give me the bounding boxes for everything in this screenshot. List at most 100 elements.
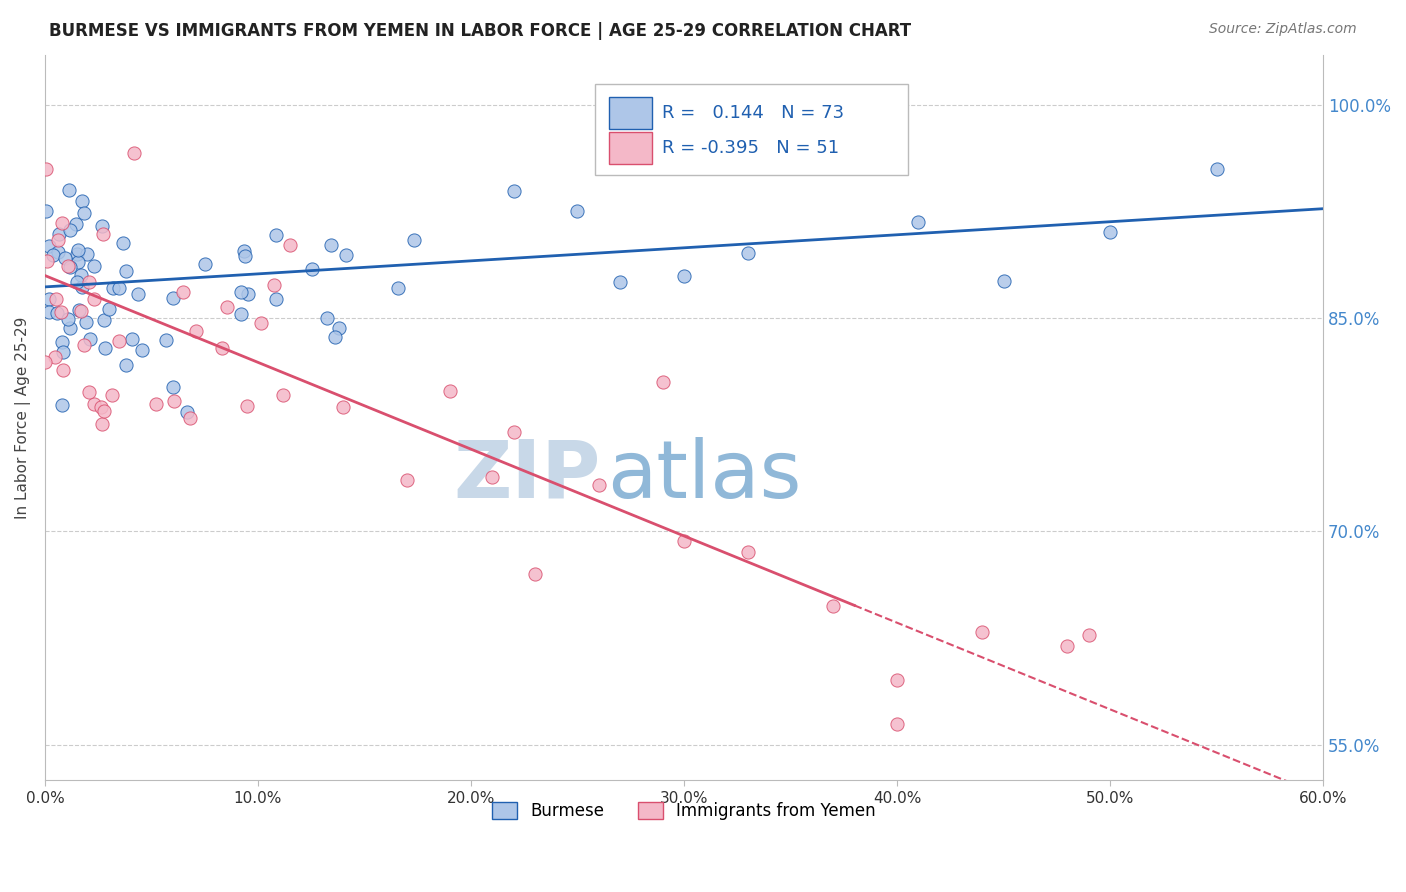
Point bbox=[321, 238, 343, 252]
Point bbox=[93, 313, 115, 327]
Point bbox=[231, 307, 253, 321]
Point bbox=[69, 268, 91, 282]
Text: Source: ZipAtlas.com: Source: ZipAtlas.com bbox=[1209, 22, 1357, 37]
Point bbox=[249, 316, 271, 330]
Point bbox=[176, 405, 198, 419]
Point bbox=[127, 287, 149, 301]
Point bbox=[316, 311, 339, 326]
Point bbox=[439, 384, 461, 398]
Point bbox=[77, 275, 100, 289]
Point bbox=[48, 233, 70, 247]
Point bbox=[163, 394, 186, 409]
Point bbox=[67, 255, 90, 269]
Point bbox=[114, 358, 136, 372]
Point bbox=[46, 306, 69, 320]
Text: R =   0.144   N = 73: R = 0.144 N = 73 bbox=[662, 104, 845, 122]
Point bbox=[53, 251, 76, 265]
Point bbox=[396, 473, 419, 487]
Point bbox=[145, 397, 167, 411]
Point bbox=[325, 330, 347, 344]
Point bbox=[502, 184, 524, 198]
Point bbox=[73, 337, 96, 351]
Point bbox=[1077, 627, 1099, 641]
Point bbox=[672, 268, 695, 283]
Point bbox=[79, 385, 101, 400]
Point bbox=[70, 303, 93, 318]
Point bbox=[41, 248, 63, 262]
Point bbox=[98, 302, 121, 317]
Point bbox=[93, 404, 115, 418]
Point bbox=[886, 673, 908, 687]
Point bbox=[523, 566, 546, 581]
Point bbox=[83, 260, 105, 274]
Point bbox=[271, 388, 294, 402]
Point bbox=[567, 204, 589, 219]
Point bbox=[56, 311, 79, 326]
Point bbox=[75, 315, 97, 329]
Point bbox=[972, 625, 994, 640]
Point bbox=[1099, 225, 1122, 239]
Point bbox=[38, 305, 60, 319]
Point bbox=[672, 534, 695, 549]
Point bbox=[35, 203, 58, 218]
Point bbox=[229, 285, 252, 300]
Point bbox=[90, 400, 112, 414]
Point bbox=[91, 219, 114, 233]
Point bbox=[737, 245, 759, 260]
Point bbox=[217, 300, 239, 314]
Point bbox=[481, 470, 503, 484]
Legend: Burmese, Immigrants from Yemen: Burmese, Immigrants from Yemen bbox=[485, 795, 883, 826]
Point bbox=[100, 388, 122, 402]
Point bbox=[823, 599, 845, 614]
Point bbox=[45, 292, 67, 306]
Point bbox=[91, 227, 114, 242]
Point bbox=[70, 280, 93, 294]
Point bbox=[37, 254, 59, 268]
Point bbox=[65, 217, 87, 231]
Point bbox=[58, 260, 80, 274]
Point bbox=[114, 264, 136, 278]
Point bbox=[737, 545, 759, 559]
Point bbox=[35, 161, 58, 176]
Point bbox=[886, 716, 908, 731]
Point bbox=[993, 274, 1015, 288]
Point bbox=[233, 249, 256, 263]
Point bbox=[122, 146, 145, 161]
Point bbox=[194, 258, 217, 272]
Text: BURMESE VS IMMIGRANTS FROM YEMEN IN LABOR FORCE | AGE 25-29 CORRELATION CHART: BURMESE VS IMMIGRANTS FROM YEMEN IN LABO… bbox=[49, 22, 911, 40]
Point bbox=[44, 350, 66, 364]
Point bbox=[76, 247, 98, 261]
Point bbox=[211, 341, 233, 355]
Point bbox=[58, 183, 80, 197]
Point bbox=[131, 343, 153, 357]
Point bbox=[1205, 162, 1227, 177]
Point bbox=[51, 305, 73, 319]
FancyBboxPatch shape bbox=[609, 132, 652, 164]
Point bbox=[823, 136, 845, 151]
Point bbox=[155, 333, 177, 347]
Point bbox=[73, 206, 96, 220]
Point bbox=[162, 291, 184, 305]
Point bbox=[328, 320, 350, 334]
Point bbox=[66, 244, 89, 258]
Point bbox=[502, 425, 524, 439]
Point bbox=[184, 324, 207, 338]
Point bbox=[121, 332, 143, 346]
Point bbox=[66, 246, 89, 260]
Point bbox=[162, 380, 184, 394]
Point bbox=[59, 321, 82, 335]
Point bbox=[51, 216, 73, 230]
Point bbox=[38, 293, 60, 307]
Point bbox=[236, 287, 259, 301]
Point bbox=[83, 397, 105, 411]
Point bbox=[59, 223, 82, 237]
Text: atlas: atlas bbox=[607, 437, 801, 515]
Point bbox=[66, 275, 89, 289]
Point bbox=[609, 275, 631, 289]
Point bbox=[56, 260, 79, 274]
Point bbox=[94, 341, 117, 355]
Point bbox=[651, 376, 673, 390]
Point bbox=[51, 398, 73, 412]
Point bbox=[83, 292, 105, 306]
Point bbox=[235, 400, 257, 414]
